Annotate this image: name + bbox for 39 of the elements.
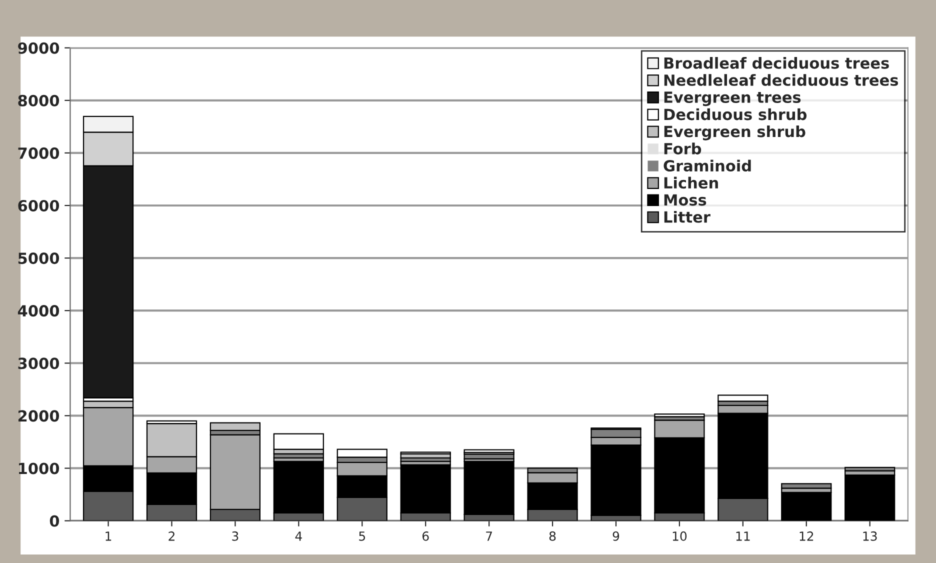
legend-label: Deciduous shrub: [664, 108, 807, 120]
x-tick-label: 7: [486, 532, 492, 541]
x-tick-label: 9: [612, 531, 620, 541]
legend-label: Forb: [664, 142, 702, 154]
bar: [844, 466, 896, 472]
y-tick-label: 1000: [18, 462, 60, 474]
y-tick-label: 7000: [18, 147, 60, 159]
y-tick-label: 6000: [18, 200, 60, 212]
x-tick-label: 2: [168, 531, 174, 541]
legend-label: Graminoid: [664, 160, 751, 172]
x-tick-label: 3: [232, 531, 238, 541]
x-tick-label: 5: [359, 532, 366, 541]
y-tick-label: 3000: [18, 358, 60, 370]
legend-label: Evergreen shrub: [664, 125, 806, 140]
x-tick-label: 6: [422, 531, 429, 541]
x-tick-label: 13: [863, 531, 877, 541]
y-tick-label: 2000: [18, 410, 60, 422]
legend-label: Litter: [664, 210, 710, 223]
legend-label: Lichen: [664, 176, 718, 189]
legend-label: Needleleaf deciduous trees: [664, 74, 898, 86]
legend-label: Broadleaf deciduous trees: [664, 57, 889, 69]
x-tick-label: 11: [736, 532, 750, 541]
legend-label: Moss: [664, 194, 706, 206]
x-tick-label: 8: [549, 531, 556, 541]
y-tick-label: 4000: [18, 305, 60, 317]
bar: [718, 394, 768, 402]
bar: [654, 414, 705, 418]
y-tick-label: 8000: [18, 94, 60, 106]
x-tick-label: 4: [295, 532, 302, 541]
x-tick-label: 10: [672, 531, 687, 541]
bar: [781, 492, 832, 521]
y-tick-label: 0: [50, 515, 60, 527]
bar: [781, 483, 832, 489]
bar: [844, 474, 896, 521]
legend-label: Evergreen trees: [664, 92, 801, 106]
y-tick-label: 9000: [18, 42, 60, 54]
y-tick-label: 5000: [18, 252, 60, 264]
x-tick-label: 1: [106, 532, 112, 541]
x-tick-label: 12: [800, 531, 814, 541]
